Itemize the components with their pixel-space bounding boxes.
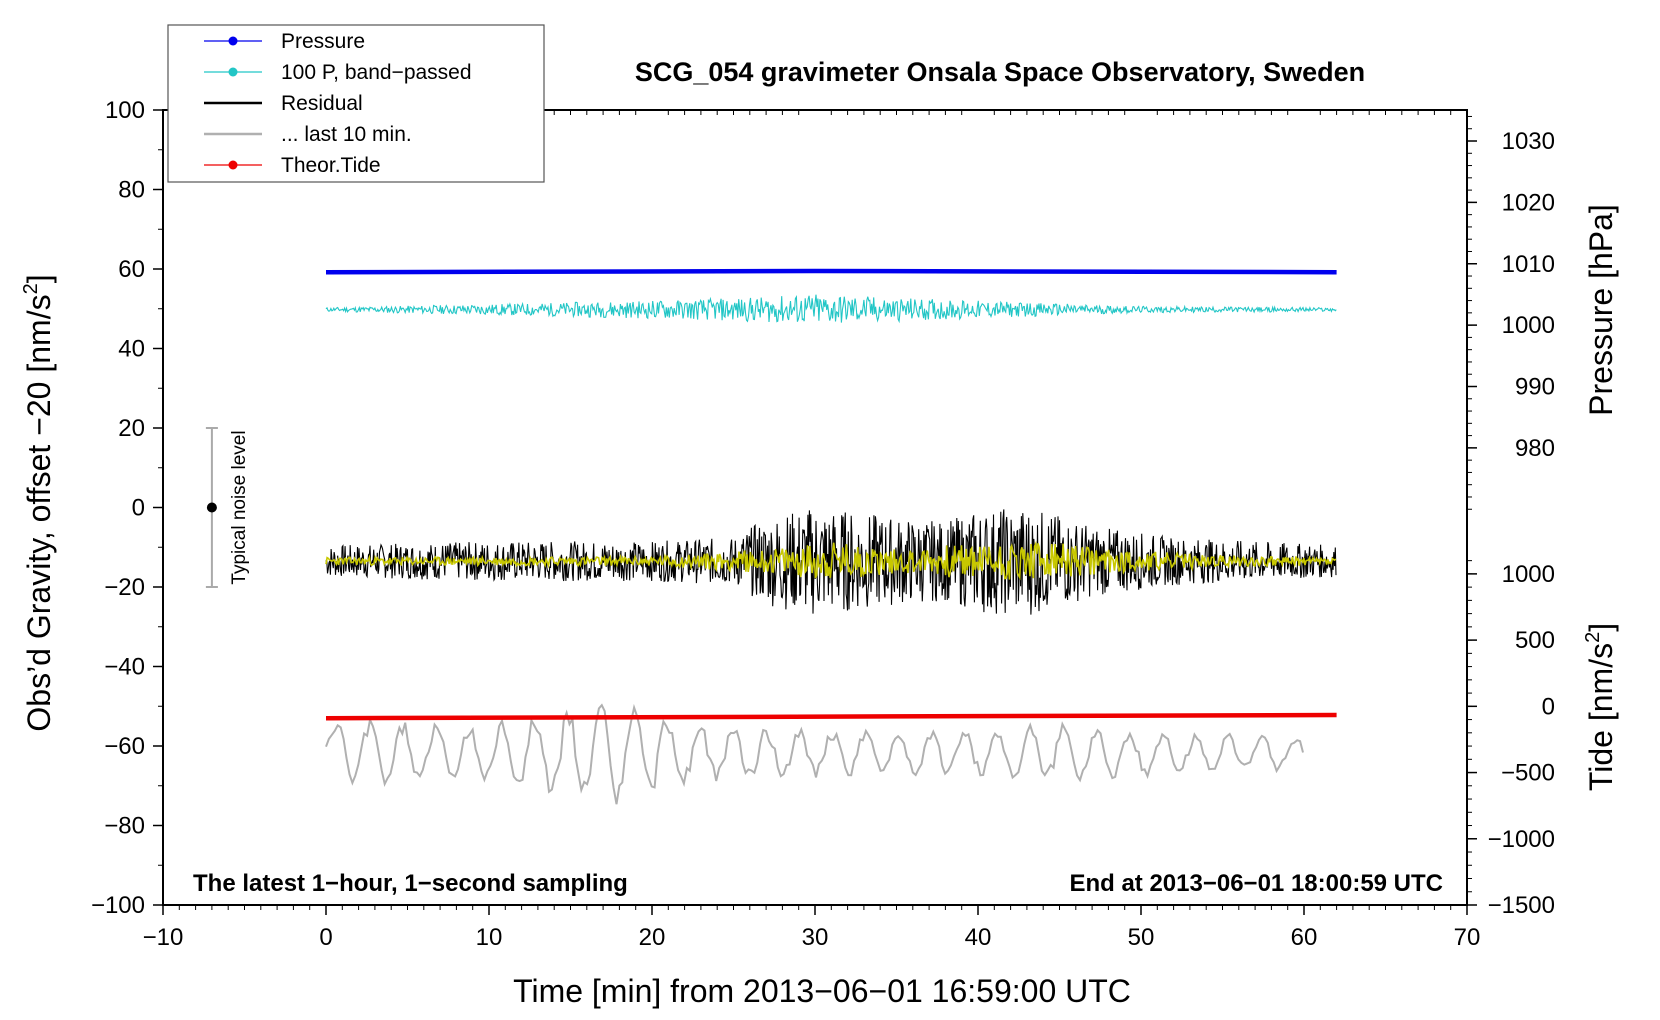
x-tick-label: 40 [965, 924, 992, 951]
plot-series-layer [325, 268, 1337, 805]
x-tick-label: 20 [639, 924, 666, 951]
noise-level-label: Typical noise level [229, 430, 250, 584]
tide-axis-title-end: ] [1583, 623, 1619, 632]
x-tick-label: 30 [802, 924, 829, 951]
pressure-tick-label: 1000 [1502, 312, 1555, 339]
legend-swatch-marker [228, 67, 238, 77]
left-tick-label: −60 [104, 733, 145, 760]
tide-tick-label: 1000 [1502, 561, 1555, 588]
tide-tick-label: −1500 [1488, 892, 1555, 919]
pressure-tick-label: 1030 [1502, 128, 1555, 155]
tide-axis-title-superscript: 2 [1582, 632, 1604, 643]
pressure-tick-label: 1020 [1502, 189, 1555, 216]
left-tick-label: 80 [118, 177, 145, 204]
left-tick-label: −100 [91, 892, 145, 919]
left-tick-label: −80 [104, 813, 145, 840]
legend-label: ... last 10 min. [281, 123, 412, 146]
left-y-axis-title-end: ] [21, 274, 57, 283]
left-tick-label: 0 [132, 495, 145, 522]
left-y-axis-title-main: Obs’d Gravity, offset −20 [nm/s [21, 294, 57, 731]
tide-tick-label: −1000 [1488, 826, 1555, 853]
chart-title: SCG_054 gravimeter Onsala Space Observat… [635, 57, 1365, 87]
left-y-axis-title: Obs’d Gravity, offset −20 [nm/s2] [20, 274, 57, 731]
noise-bar-center-dot [206, 502, 217, 513]
left-tick-label: 60 [118, 256, 145, 283]
theoretical-tide-line [325, 712, 1337, 721]
legend-swatch-marker [228, 160, 238, 170]
last-10-min-line [325, 703, 1304, 805]
sampling-note: The latest 1−hour, 1−second sampling [193, 870, 628, 897]
legend-label: Residual [281, 92, 363, 115]
legend-label: 100 P, band−passed [281, 61, 472, 84]
x-tick-label: 50 [1128, 924, 1155, 951]
tide-axis-title-main: Tide [nm/s [1583, 643, 1619, 791]
tide-tick-label: −500 [1501, 760, 1555, 787]
left-tick-label: −40 [104, 654, 145, 681]
tide-axis-title: Tide [nm/s2] [1582, 623, 1619, 791]
residual-series-line [325, 509, 1337, 615]
left-tick-label: 20 [118, 415, 145, 442]
pressure-tick-label: 1010 [1502, 251, 1555, 278]
band-passed-pressure-line [325, 294, 1337, 324]
legend: Pressure 100 P, band−passed Residual ... la… [167, 24, 545, 183]
x-tick-label: −10 [143, 924, 184, 951]
x-tick-label: 0 [319, 924, 332, 951]
left-y-axis-title-superscript: 2 [20, 283, 42, 294]
left-tick-label: 40 [118, 336, 145, 363]
axis-ticks-layer: −10 0 10 20 30 40 50 60 70100806040200−20−40−60−… [91, 97, 1555, 951]
left-tick-label: −20 [104, 574, 145, 601]
legend-label: Pressure [281, 30, 365, 53]
tide-tick-label: 500 [1515, 627, 1555, 654]
pressure-tick-label: 980 [1515, 435, 1555, 462]
pressure-series-line [325, 268, 1337, 275]
x-tick-label: 60 [1291, 924, 1318, 951]
pressure-axis-title: Pressure [hPa] [1583, 204, 1619, 416]
x-axis-title: Time [min] from 2013−06−01 16:59:00 UTC [513, 973, 1131, 1009]
x-tick-label: 10 [476, 924, 503, 951]
end-time-note: End at 2013−06−01 18:00:59 UTC [1069, 870, 1443, 897]
legend-label: Theor.Tide [281, 154, 381, 177]
x-tick-label: 70 [1454, 924, 1481, 951]
legend-swatch-marker [228, 36, 238, 46]
tide-tick-label: 0 [1542, 693, 1555, 720]
noise-level-indicator: Typical noise level [205, 427, 250, 588]
pressure-tick-label: 990 [1515, 374, 1555, 401]
left-tick-label: 100 [105, 97, 145, 124]
residual-smoothed-line [325, 540, 1337, 581]
